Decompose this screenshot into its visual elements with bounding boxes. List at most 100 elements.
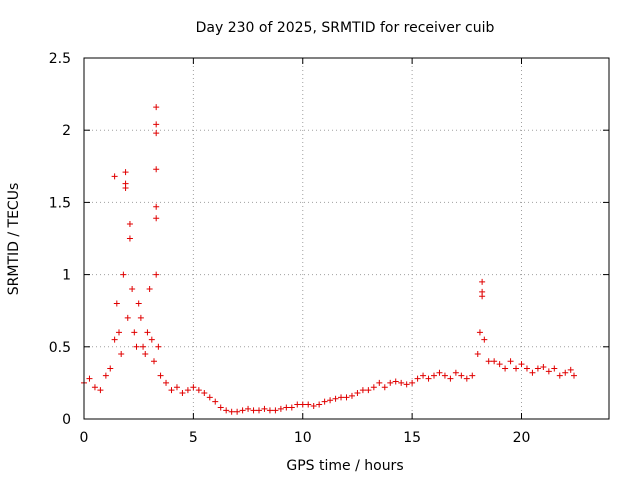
data-point (129, 286, 136, 293)
data-point (463, 375, 470, 382)
data-point (173, 384, 180, 391)
y-tick-label: 2 (62, 123, 71, 139)
data-point (507, 358, 514, 365)
data-point (133, 343, 140, 350)
data-point (556, 372, 563, 379)
data-point (163, 379, 170, 386)
y-tick-label: 1 (62, 268, 71, 284)
data-point (513, 365, 520, 372)
data-point (111, 173, 118, 180)
data-point (144, 329, 151, 336)
y-tick-label: 0 (62, 412, 71, 428)
data-point (277, 405, 284, 412)
data-point (148, 336, 155, 343)
data-point (452, 369, 459, 376)
data-point (118, 351, 125, 358)
data-point (476, 329, 483, 336)
data-point (316, 401, 323, 408)
x-tick-label: 0 (80, 430, 89, 446)
data-point (425, 375, 432, 382)
data-point (436, 369, 443, 376)
grid-layer (84, 58, 609, 419)
data-point (469, 372, 476, 379)
data-point (518, 361, 525, 368)
data-point (146, 286, 153, 293)
data-point (201, 390, 208, 397)
plot-frame (83, 57, 610, 420)
data-point (195, 387, 202, 394)
data-point (113, 300, 120, 307)
y-tick-label: 1.5 (49, 195, 71, 211)
data-point (153, 203, 160, 210)
data-point (86, 375, 93, 382)
data-point (529, 369, 536, 376)
data-point (212, 398, 219, 405)
data-point (338, 394, 345, 401)
data-point (365, 387, 372, 394)
data-point (184, 387, 191, 394)
data-point (481, 336, 488, 343)
data-point (142, 351, 149, 358)
x-axis-label: GPS time / hours (286, 458, 403, 474)
data-point (91, 384, 98, 391)
data-point (122, 169, 129, 176)
data-point (288, 404, 295, 411)
data-point (179, 390, 186, 397)
data-point (245, 405, 252, 412)
data-point (124, 314, 131, 321)
x-tick-label: 10 (294, 430, 312, 446)
data-point (447, 375, 454, 382)
data-point (137, 314, 144, 321)
data-point (153, 166, 160, 173)
data-point (206, 394, 213, 401)
data-point (398, 379, 405, 386)
data-point (153, 121, 160, 128)
data-point (567, 366, 574, 373)
data-point (562, 369, 569, 376)
data-point (403, 381, 410, 388)
data-point (126, 235, 133, 242)
data-point (343, 394, 350, 401)
data-point (545, 368, 552, 375)
data-point (496, 361, 503, 368)
data-point (294, 401, 301, 408)
data-point (140, 343, 147, 350)
data-point (135, 300, 142, 307)
data-point (534, 365, 541, 372)
data-point (111, 336, 118, 343)
data-point (223, 407, 230, 414)
chart-title: Day 230 of 2025, SRMTID for receiver cui… (196, 20, 495, 36)
data-point (122, 180, 129, 187)
data-point (116, 329, 122, 336)
data-point (376, 379, 383, 386)
data-point (120, 271, 127, 278)
axis-ticks: 0 0.5 1 1.5 2 2.5 0 5 10 15 20 (49, 51, 609, 446)
data-point (190, 384, 197, 391)
data-point (299, 401, 306, 408)
data-point (250, 407, 257, 414)
x-tick-label: 20 (513, 430, 531, 446)
data-point (431, 372, 437, 379)
data-point (551, 365, 558, 372)
data-point (131, 329, 138, 336)
data-point (414, 375, 421, 382)
data-point (272, 407, 279, 414)
data-point (153, 130, 160, 137)
data-point (359, 387, 366, 394)
data-point (239, 407, 246, 414)
data-point (491, 358, 498, 365)
data-point (151, 358, 157, 365)
y-axis-label: SRMTID / TECUs (6, 183, 22, 296)
data-point (153, 215, 160, 222)
data-point (420, 372, 427, 379)
data-point (409, 379, 416, 386)
data-point (485, 358, 492, 365)
data-point (168, 387, 175, 394)
data-point (354, 390, 361, 397)
data-point (217, 404, 224, 411)
data-point (479, 278, 486, 285)
data-point (348, 392, 355, 399)
data-point (458, 372, 465, 379)
data-point (126, 221, 133, 228)
data-point (392, 378, 399, 385)
